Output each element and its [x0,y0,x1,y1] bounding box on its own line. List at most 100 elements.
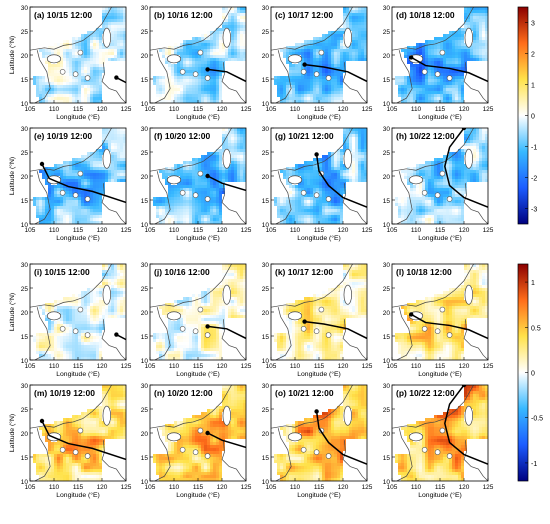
grid-cell [120,25,124,29]
grid-cell [36,85,40,89]
grid-cell [186,79,190,83]
grid-cell [120,88,124,92]
grid-cell [473,58,477,62]
grid-cell [105,25,109,29]
x-tick-label: 125 [362,106,373,113]
grid-cell [153,43,157,47]
grid-cell [234,58,238,62]
grid-cell [210,40,214,44]
grid-cell [114,43,118,47]
grid-cell [410,22,414,26]
grid-cell [72,173,76,177]
grid-cell [84,31,88,35]
grid-cell [364,25,367,29]
grid-cell [183,37,187,41]
grid-cell [204,10,208,14]
grid-cell [87,221,91,224]
grid-cell [96,7,100,11]
grid-cell [72,146,76,150]
grid-cell [470,55,474,59]
grid-cell [39,179,43,183]
grid-cell [57,215,61,219]
grid-cell [292,64,296,68]
grid-cell [57,67,61,71]
grid-cell [63,209,67,213]
grid-cell [325,10,329,14]
grid-cell [30,85,34,89]
grid-cell [316,76,320,80]
grid-cell [120,31,124,35]
grid-cell [120,91,124,95]
grid-cell [225,49,229,53]
grid-cell [108,70,112,74]
grid-cell [102,70,106,74]
grid-cell [174,88,178,92]
grid-cell [434,97,438,101]
grid-cell [422,73,426,77]
grid-cell [449,100,453,103]
grid-cell [63,61,67,65]
grid-cell [455,82,459,86]
grid-cell [171,13,175,17]
grid-cell [150,67,154,71]
grid-cell [240,43,244,47]
grid-cell [316,10,320,14]
grid-cell [352,46,356,50]
grid-cell [310,67,314,71]
grid-cell [204,82,208,86]
grid-cell [473,37,477,41]
grid-cell [228,82,232,86]
grid-cell [102,28,106,32]
grid-cell [458,91,462,95]
grid-cell [177,67,181,71]
grid-cell [470,58,474,62]
grid-cell [216,55,220,59]
grid-cell [33,209,37,213]
grid-cell [66,146,70,150]
grid-cell [395,67,399,71]
grid-cell [54,64,58,68]
grid-cell [361,43,365,47]
grid-cell [307,22,311,26]
grid-cell [30,46,34,50]
grid-cell [455,16,459,20]
grid-cell [195,76,199,80]
grid-cell [78,73,82,77]
grid-cell [96,67,100,71]
grid-cell [195,52,199,56]
grid-cell [337,22,341,26]
grid-cell [313,79,317,83]
grid-cell [401,73,405,77]
grid-cell [42,137,46,141]
grid-cell [69,85,73,89]
grid-cell [228,79,232,83]
grid-cell [228,70,232,74]
grid-cell [192,25,196,29]
grid-cell [422,19,426,23]
grid-cell [87,55,91,59]
grid-cell [219,34,223,38]
grid-cell [96,43,100,47]
grid-cell [295,37,299,41]
grid-cell [120,13,124,17]
grid-cell [63,161,67,165]
grid-cell [234,61,238,65]
grid-cell [96,188,100,192]
grid-cell [440,94,444,98]
grid-cell [361,58,365,62]
grid-cell [473,7,477,11]
grid-cell [240,52,244,56]
grid-cell [60,203,64,207]
grid-cell [99,167,103,171]
grid-cell [162,49,166,53]
coastline [101,62,126,103]
grid-cell [425,28,429,32]
grid-cell [39,25,43,29]
grid-cell [117,37,121,41]
grid-cell [51,143,55,147]
grid-cell [455,13,459,17]
grid-cell [81,76,85,80]
grid-cell [216,73,220,77]
grid-cell [428,28,432,32]
grid-cell [168,25,172,29]
